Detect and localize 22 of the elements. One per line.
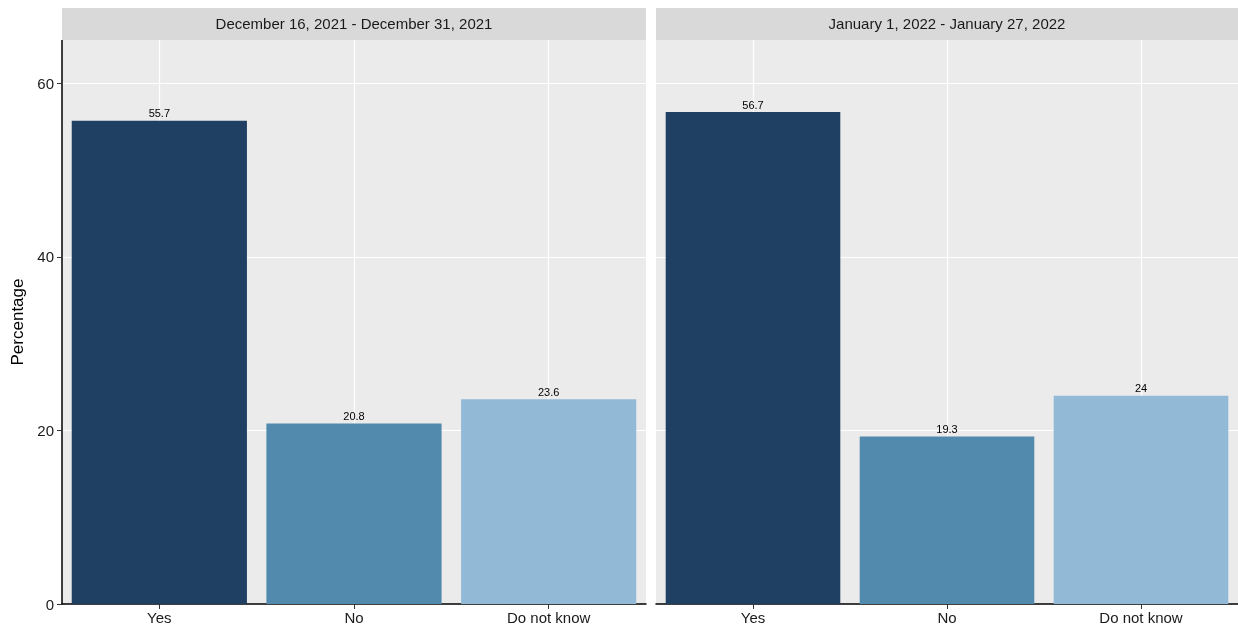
y-axis-title: Percentage (8, 278, 28, 366)
bar (461, 399, 637, 604)
x-tick-label: Yes (740, 609, 766, 626)
x-tick-label: No (344, 609, 364, 626)
data-label: 56.7 (742, 98, 764, 111)
y-tick-label: 60 (37, 74, 54, 92)
data-label: 20.8 (343, 410, 365, 423)
data-label: 24 (1134, 382, 1148, 395)
chart-title: January 1, 2022 - January 27, 2022 (656, 8, 1238, 40)
data-label: 19.3 (936, 423, 958, 436)
data-label: 23.6 (537, 385, 560, 398)
x-tick-label: Do not know (506, 609, 591, 626)
y-tick-label: 40 (37, 248, 54, 266)
x-tick-label: Yes (147, 609, 172, 626)
bar (266, 423, 442, 604)
y-tick-label: 20 (37, 421, 54, 439)
x-tick-label: Do not know (1099, 609, 1183, 626)
bar (71, 120, 247, 604)
data-label: 55.7 (148, 107, 171, 120)
x-tick-label: No (937, 609, 957, 626)
y-tick-label: 0 (45, 595, 54, 613)
chart-title: December 16, 2021 - December 31, 2021 (62, 8, 646, 40)
